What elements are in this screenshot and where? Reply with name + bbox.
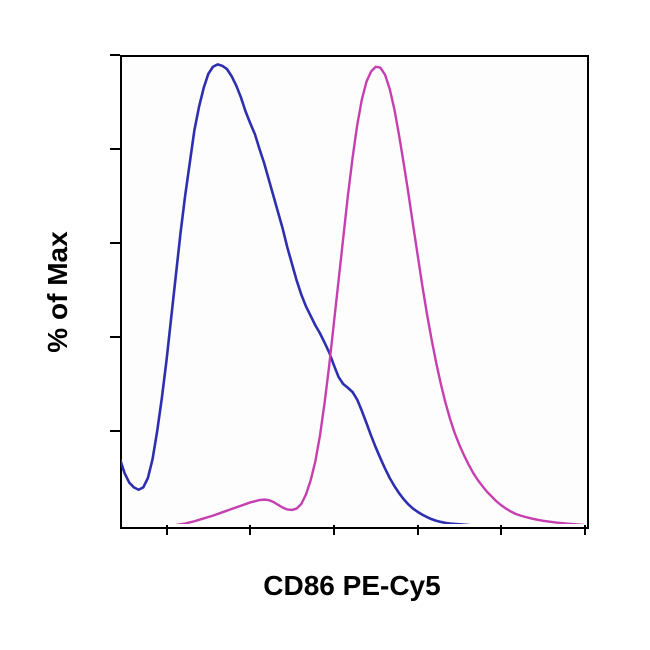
x-tick bbox=[584, 525, 586, 535]
y-tick bbox=[110, 430, 120, 432]
chart-container: % of Max CD86 PE-Cy5 bbox=[0, 0, 650, 650]
y-tick bbox=[110, 148, 120, 150]
y-tick bbox=[110, 242, 120, 244]
x-tick bbox=[249, 525, 251, 535]
x-tick bbox=[417, 525, 419, 535]
x-tick bbox=[500, 525, 502, 535]
y-axis-label: % of Max bbox=[42, 212, 74, 372]
x-tick bbox=[333, 525, 335, 535]
y-tick bbox=[110, 336, 120, 338]
x-tick bbox=[166, 525, 168, 535]
histogram-curves bbox=[0, 0, 650, 650]
y-tick bbox=[110, 54, 120, 56]
x-axis-label: CD86 PE-Cy5 bbox=[222, 570, 482, 602]
curve-control bbox=[120, 64, 469, 525]
